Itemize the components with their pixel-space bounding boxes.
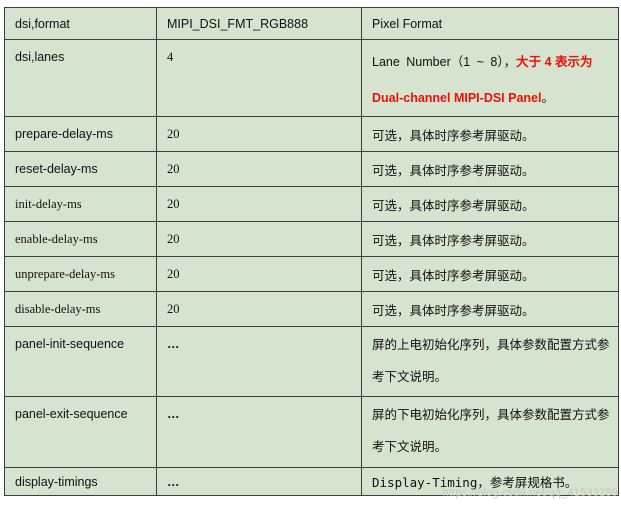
cell-description: 可选，具体时序参考屏驱动。 [361, 151, 619, 187]
description-text: 。 [541, 91, 554, 105]
table-row: dsi,lanes 4 Lane Number（1 ~ 8），大于 4 表示为 … [4, 39, 619, 117]
description-highlight: 大于 4 表示为 [516, 55, 593, 69]
spec-table: dsi,format MIPI_DSI_FMT_RGB888 Pixel For… [4, 7, 619, 496]
description-text: ，参考屏规格书。 [477, 476, 578, 490]
table-row: dsi,format MIPI_DSI_FMT_RGB888 Pixel For… [4, 7, 619, 40]
cell-property: panel-init-sequence [4, 326, 157, 397]
table-row: unprepare-delay-ms 20 可选，具体时序参考屏驱动。 [4, 256, 619, 292]
description-text: Lane Number（1 ~ 8）， [372, 55, 517, 69]
cell-property: prepare-delay-ms [4, 116, 157, 152]
cell-property: unprepare-delay-ms [4, 256, 157, 292]
description-latin: Display-Timing [372, 475, 478, 490]
table-row: init-delay-ms 20 可选，具体时序参考屏驱动。 [4, 186, 619, 222]
cell-property: reset-delay-ms [4, 151, 157, 187]
cell-property: disable-delay-ms [4, 291, 157, 327]
cell-description: 可选，具体时序参考屏驱动。 [361, 116, 619, 152]
cell-value: … [156, 396, 362, 468]
cell-description: 可选，具体时序参考屏驱动。 [361, 256, 619, 292]
cell-property: enable-delay-ms [4, 221, 157, 257]
description-highlight: Dual-channel MIPI-DSI Panel [372, 91, 542, 105]
description-line: Dual-channel MIPI-DSI Panel。 [372, 80, 610, 116]
cell-value: 20 [156, 186, 362, 222]
table-row: disable-delay-ms 20 可选，具体时序参考屏驱动。 [4, 291, 619, 327]
table-row: enable-delay-ms 20 可选，具体时序参考屏驱动。 [4, 221, 619, 257]
table-row: reset-delay-ms 20 可选，具体时序参考屏驱动。 [4, 151, 619, 187]
cell-property: panel-exit-sequence [4, 396, 157, 468]
table-row: prepare-delay-ms 20 可选，具体时序参考屏驱动。 [4, 116, 619, 152]
cell-description: 可选，具体时序参考屏驱动。 [361, 221, 619, 257]
cell-description: 可选，具体时序参考屏驱动。 [361, 291, 619, 327]
cell-value: MIPI_DSI_FMT_RGB888 [156, 7, 362, 40]
cell-value: 20 [156, 291, 362, 327]
table-row: panel-exit-sequence … 屏的下电初始化序列，具体参数配置方式… [4, 396, 619, 468]
cell-description: 屏的上电初始化序列，具体参数配置方式参考下文说明。 [361, 326, 619, 397]
cell-property: dsi,lanes [4, 39, 157, 117]
cell-value: 20 [156, 221, 362, 257]
cell-property: init-delay-ms [4, 186, 157, 222]
cell-property: display-timings [4, 467, 157, 496]
cell-property: dsi,format [4, 7, 157, 40]
cell-value: 4 [156, 39, 362, 117]
cell-value: … [156, 467, 362, 496]
cell-description: Lane Number（1 ~ 8），大于 4 表示为 Dual-channel… [361, 39, 619, 117]
cell-description: 可选，具体时序参考屏驱动。 [361, 186, 619, 222]
cell-description: 屏的下电初始化序列，具体参数配置方式参考下文说明。 [361, 396, 619, 468]
cell-value: 20 [156, 256, 362, 292]
description-line: Lane Number（1 ~ 8），大于 4 表示为 [372, 44, 610, 80]
cell-value: 20 [156, 116, 362, 152]
cell-value: 20 [156, 151, 362, 187]
cell-description: Display-Timing，参考屏规格书。 [361, 467, 619, 496]
table-row: display-timings … Display-Timing，参考屏规格书。 [4, 467, 619, 496]
cell-value: … [156, 326, 362, 397]
cell-description: Pixel Format [361, 7, 619, 40]
table-row: panel-init-sequence … 屏的上电初始化序列，具体参数配置方式… [4, 326, 619, 397]
